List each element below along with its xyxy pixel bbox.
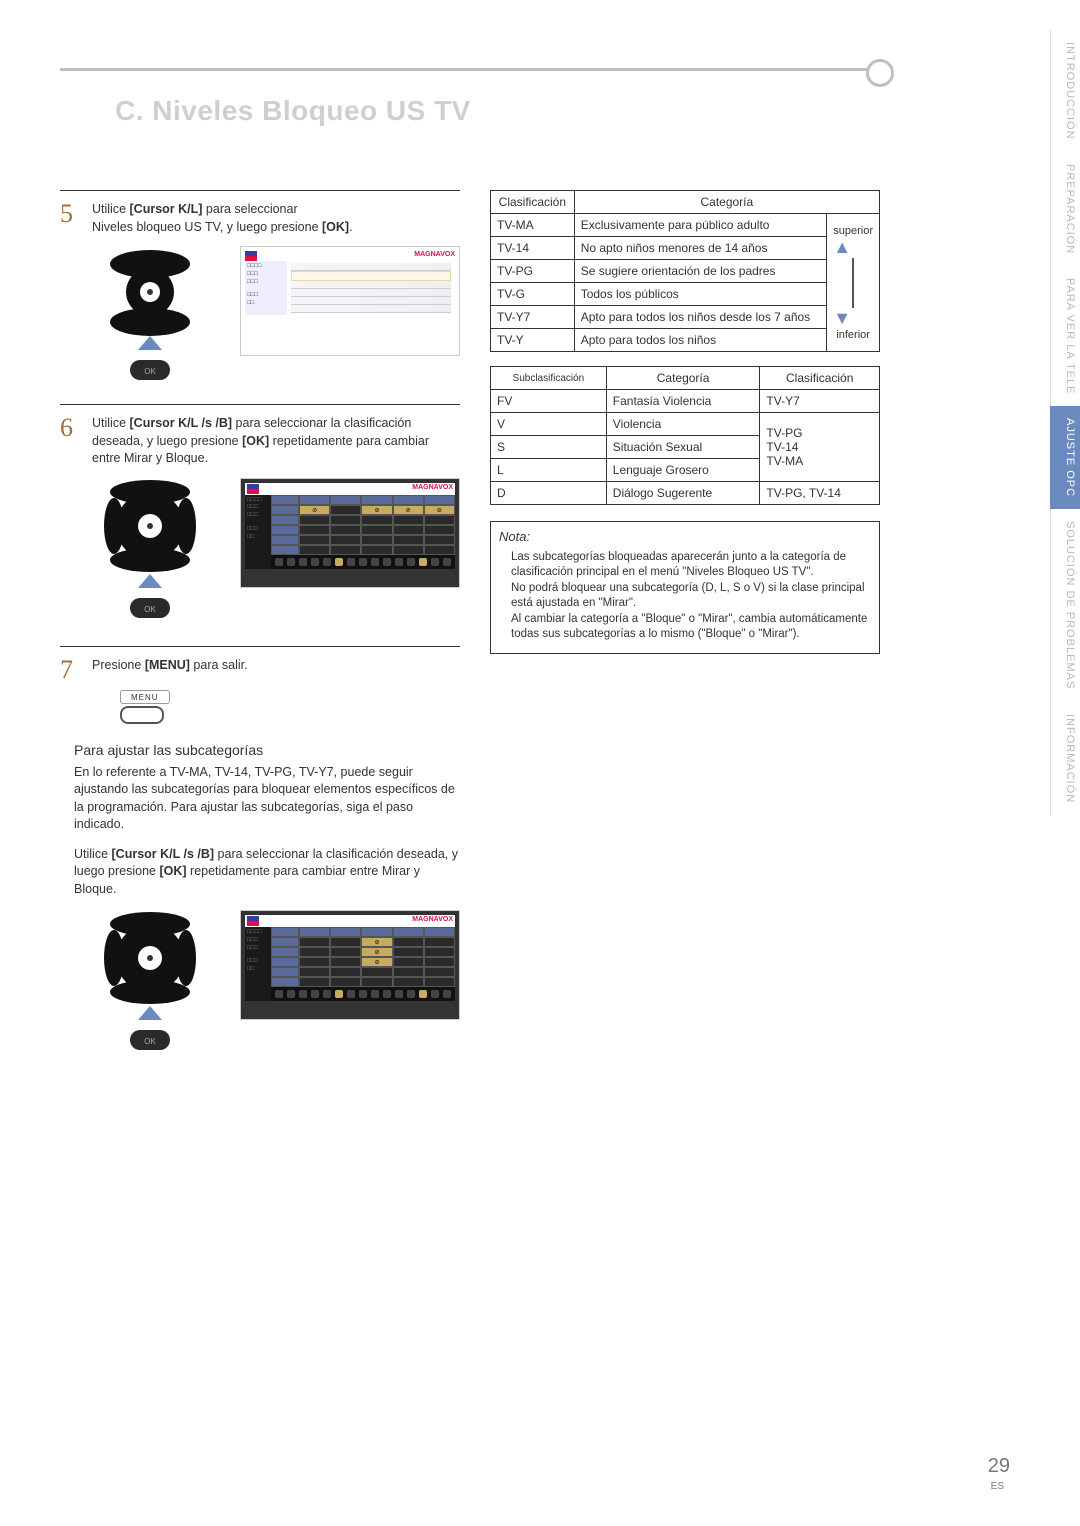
page-title: C. Niveles Bloqueo US TV <box>115 95 471 127</box>
brand-label: MAGNAVOX <box>412 916 453 926</box>
screen-highlight-row <box>291 271 451 281</box>
table1-header-c2: Categoría <box>574 191 879 214</box>
side-tab-trouble[interactable]: SOLUCIÓN DE PROBLEMAS <box>1050 509 1080 701</box>
classification-table: Clasificación Categoría TV-MA Exclusivam… <box>490 190 880 352</box>
remote-dpad-icon: OK <box>90 478 210 628</box>
flag-icon <box>247 916 259 926</box>
tv-screen-3: MAGNAVOX □□□□ □□□ □□□ □□□ □□ <box>240 910 460 1020</box>
table-row: TV-PGSe sugiere orientación de los padre… <box>491 260 880 283</box>
note-box: Nota: Las subcategorías bloqueadas apare… <box>490 521 880 654</box>
side-tab-adjust[interactable]: AJUSTE OPC <box>1050 406 1080 509</box>
table-row: TV-MA Exclusivamente para público adulto… <box>491 214 880 237</box>
step-5-text: Utilice [Cursor K/L] para seleccionar Ni… <box>92 201 353 236</box>
content-columns: 5 Utilice [Cursor K/L] para seleccionar … <box>60 190 880 1078</box>
menu-button-label: MENU <box>120 690 170 704</box>
arrow-up-icon: ▲ <box>833 237 873 258</box>
table1-header-c1: Clasificación <box>491 191 575 214</box>
ratings-grid: ⊘ ⊘ ⊘ <box>271 927 455 987</box>
table2-grouped-class: TV-PG TV-14 TV-MA <box>760 413 880 482</box>
step-6: 6 Utilice [Cursor K/L /s /B] para selecc… <box>60 404 460 646</box>
side-tab-info[interactable]: INFORMACIÓN <box>1050 702 1080 815</box>
step-5-number: 5 <box>60 201 84 227</box>
svg-text:OK: OK <box>144 605 156 614</box>
tv-screen-2: MAGNAVOX □□□□ □□□ □□□ □□□ □□ <box>240 478 460 588</box>
svg-text:OK: OK <box>144 367 156 376</box>
table-row: TV-GTodos los públicos <box>491 283 880 306</box>
side-tabs: INTRODUCCIÓN PREPARACIÓN PARA VER LA TEL… <box>1050 30 1080 815</box>
note-bullet: Al cambiar la categoría a "Bloque" o "Mi… <box>511 612 871 643</box>
page-number: 29 <box>988 1455 1010 1478</box>
note-bullet: No podrá bloquear una subcategoría (D, L… <box>511 581 871 612</box>
flag-icon <box>245 251 257 261</box>
subcat-heading: Para ajustar las subcategorías <box>74 742 460 758</box>
menu-button-icon <box>120 706 164 724</box>
subcat-para1: En lo referente a TV-MA, TV-14, TV-PG, T… <box>74 764 460 834</box>
table-row: TV-Y7Apto para todos los niños desde los… <box>491 306 880 329</box>
table2-header-c2: Categoría <box>606 367 760 390</box>
step-7-number: 7 <box>60 657 84 683</box>
step-6-text: Utilice [Cursor K/L /s /B] para seleccio… <box>92 415 460 468</box>
step-6-number: 6 <box>60 415 84 441</box>
screen-footer <box>271 555 455 569</box>
side-tab-prep[interactable]: PREPARACIÓN <box>1050 152 1080 266</box>
right-column: Clasificación Categoría TV-MA Exclusivam… <box>490 190 880 1078</box>
table-row: V Violencia TV-PG TV-14 TV-MA <box>491 413 880 436</box>
table2-header-c1: Subclasificación <box>491 367 607 390</box>
svg-text:OK: OK <box>144 1037 156 1046</box>
step-7-text: Presione [MENU] para salir. <box>92 657 248 675</box>
ratings-grid: ⊘⊘⊘⊘ <box>271 495 455 555</box>
arrows-column: superior ▲ ▼ inferior <box>827 214 880 352</box>
table-row: FV Fantasía Violencia TV-Y7 <box>491 390 880 413</box>
side-tab-watch[interactable]: PARA VER LA TELE <box>1050 266 1080 406</box>
table-row: DDiálogo SugerenteTV-PG, TV-14 <box>491 482 880 505</box>
brand-label: MAGNAVOX <box>414 251 455 261</box>
table-row: TV-14No apto niños menores de 14 años <box>491 237 880 260</box>
note-bullet: Las subcategorías bloqueadas aparecerán … <box>511 550 871 581</box>
screen-footer <box>271 987 455 1001</box>
step-5: 5 Utilice [Cursor K/L] para seleccionar … <box>60 190 460 404</box>
page-language: ES <box>991 1481 1004 1492</box>
note-title: Nota: <box>499 528 871 546</box>
subcat-para2: Utilice [Cursor K/L /s /B] para seleccio… <box>74 846 460 899</box>
side-tab-intro[interactable]: INTRODUCCIÓN <box>1050 30 1080 152</box>
remote-updown-icon: OK <box>90 246 210 386</box>
arrow-down-icon: ▼ <box>833 308 873 329</box>
table-row: TV-YApto para todos los niños <box>491 329 880 352</box>
top-rule <box>60 68 880 71</box>
remote-dpad-icon: OK <box>90 910 210 1060</box>
subclassification-table: Subclasificación Categoría Clasificación… <box>490 366 880 505</box>
step-7: 7 Presione [MENU] para salir. MENU Para … <box>60 646 460 1079</box>
brand-label: MAGNAVOX <box>412 484 453 494</box>
tv-screen-1: MAGNAVOX □□□□ □□□ □□□ □□□ □□ <box>240 246 460 356</box>
flag-icon <box>247 484 259 494</box>
left-column: 5 Utilice [Cursor K/L] para seleccionar … <box>60 190 460 1078</box>
table2-header-c3: Clasificación <box>760 367 880 390</box>
